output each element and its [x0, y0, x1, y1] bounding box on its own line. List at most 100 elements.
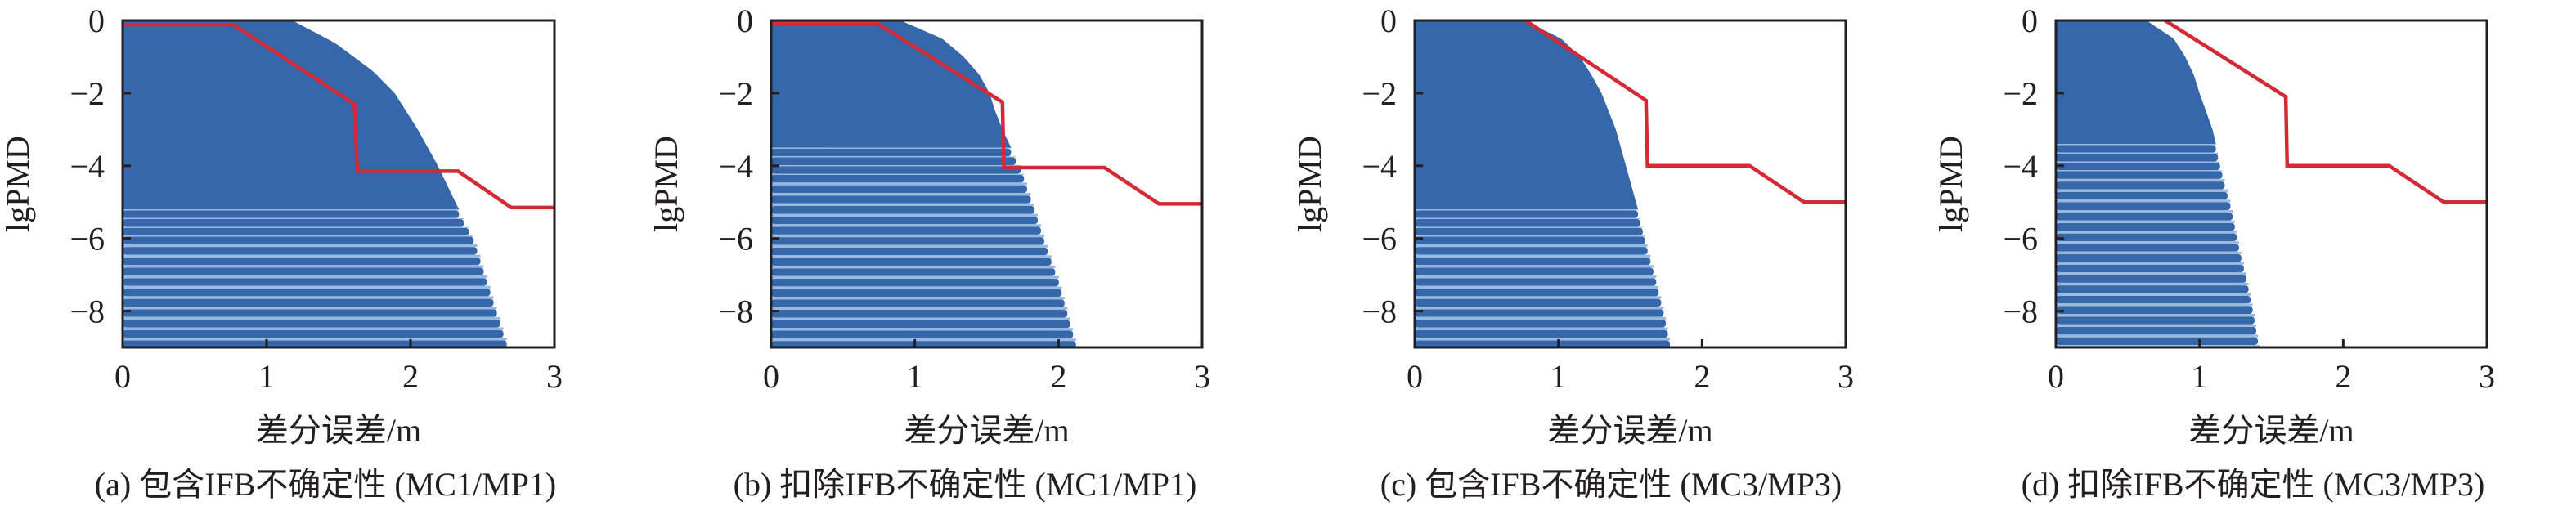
x-tick-label: 2 — [402, 358, 419, 395]
envelope-bar — [771, 206, 1034, 214]
envelope-bar — [123, 247, 478, 255]
envelope-bar-gap — [771, 213, 1038, 217]
envelope-bar-gap — [123, 275, 487, 279]
envelope-bar-gap — [2056, 231, 2237, 234]
envelope-bar — [771, 166, 1021, 174]
envelope-bar — [1415, 340, 1671, 347]
envelope-bar-gap — [1415, 226, 1643, 228]
envelope-bar-gap — [2056, 303, 2253, 307]
envelope-bar — [1415, 351, 1672, 359]
envelope-solid — [123, 20, 460, 210]
y-tick-label: −8 — [718, 293, 753, 330]
envelope-bar — [2056, 233, 2237, 242]
envelope-bar-gap — [2056, 334, 2258, 338]
y-axis-label: lgPMD — [1932, 136, 1969, 232]
envelope-bar — [771, 216, 1038, 225]
envelope-bar — [771, 352, 1079, 360]
envelope-bar — [123, 329, 504, 338]
envelope-bar — [123, 298, 494, 307]
envelope-bar — [771, 278, 1059, 287]
envelope-bar — [2056, 244, 2239, 252]
envelope-bar — [1415, 267, 1654, 275]
envelope-bar-gap — [771, 317, 1070, 320]
envelope-bar-gap — [2056, 152, 2219, 154]
x-tick-label: 0 — [763, 358, 779, 395]
envelope-solid — [2056, 20, 2216, 145]
y-tick-label: −8 — [2003, 293, 2038, 330]
x-tick-label: 0 — [2048, 358, 2064, 395]
envelope-bar-gap — [123, 226, 469, 228]
envelope-bar-gap — [771, 182, 1027, 186]
envelope-bar-gap — [771, 349, 1079, 352]
envelope-bar-gap — [771, 297, 1065, 300]
envelope-bar — [1415, 309, 1664, 317]
envelope-bar — [771, 148, 1012, 157]
x-axis-label: 差分误差/m — [1547, 412, 1712, 449]
x-tick-label: 3 — [1838, 358, 1854, 395]
envelope-bar — [123, 309, 497, 317]
x-tick-label: 1 — [258, 358, 275, 395]
panel-caption: (b) 扣除IFB不确定性 (MC1/MP1) — [734, 466, 1197, 503]
panel-b: 0 −2 −4 −6 −8 0 1 2 3 差分误差/m lgPMD (b) 扣除IFB不确定性 (M… — [648, 2, 1210, 503]
envelope-bar — [2056, 191, 2228, 200]
envelope-bar-gap — [1415, 254, 1651, 258]
envelope-bar — [2056, 171, 2223, 179]
x-tick-label: 2 — [2335, 358, 2351, 395]
envelope-bar — [771, 258, 1052, 266]
envelope-bar-gap — [123, 316, 500, 320]
envelope-bar-gap — [771, 165, 1021, 167]
x-tick-label: 2 — [1050, 358, 1066, 395]
envelope-bar-gap — [1415, 338, 1671, 341]
envelope-bar-gap — [1415, 296, 1662, 299]
envelope-bar — [1415, 227, 1643, 236]
plot-frame — [2054, 19, 2488, 349]
panel-caption: (d) 扣除IFB不确定性 (MC3/MP3) — [2022, 466, 2485, 503]
envelope-bar-gap — [123, 327, 504, 330]
envelope-bar-gap — [2056, 178, 2225, 182]
envelope-bar — [123, 257, 481, 266]
envelope-bar — [771, 320, 1070, 329]
envelope-bar — [1415, 288, 1659, 297]
envelope-bar — [2056, 306, 2253, 314]
envelope-bar-gap — [771, 255, 1052, 258]
envelope-bar-gap — [123, 307, 497, 310]
envelope-bar — [771, 157, 1016, 165]
envelope-bar-gap — [123, 254, 481, 258]
envelope-bar-gap — [2056, 241, 2239, 244]
panel-caption: (a) 包含IFB不确定性 (MC1/MP1) — [95, 466, 556, 503]
envelope-bar — [1415, 210, 1638, 218]
envelope-bar-gap — [2056, 314, 2255, 317]
x-axis-label: 差分误差/m — [256, 412, 421, 449]
envelope-bar-gap — [1415, 307, 1664, 310]
envelope-bar-gap — [771, 244, 1048, 248]
envelope-bar-gap — [1415, 244, 1648, 248]
envelope-bar-gap — [123, 296, 494, 299]
envelope-bar — [2056, 316, 2255, 325]
x-tick-label: 3 — [1194, 358, 1210, 395]
envelope-bar — [771, 310, 1068, 318]
x-tick-label: 2 — [1694, 358, 1710, 395]
envelope-bar — [2056, 202, 2231, 210]
envelope-bar-gap — [771, 275, 1059, 279]
x-tick-label: 1 — [2192, 358, 2208, 395]
envelope-bar-gap — [123, 338, 507, 341]
envelope-bar-gap — [2056, 262, 2244, 265]
y-tick-label: 0 — [737, 2, 753, 39]
y-tick-label: −2 — [718, 75, 753, 112]
envelope-bar-gap — [771, 224, 1041, 227]
envelope-bar — [2056, 222, 2235, 231]
envelope-bar — [771, 341, 1076, 347]
y-axis-label: lgPMD — [0, 136, 36, 232]
envelope-bar — [1415, 329, 1668, 338]
envelope-bar — [123, 219, 464, 227]
envelope-bar-gap — [1415, 265, 1654, 268]
envelope-bar — [2056, 154, 2219, 162]
envelope-bar-gap — [771, 286, 1062, 289]
panel-d: 0 −2 −4 −6 −8 0 1 2 3 差分误差/m lgPMD (d) 扣除IFB不确定性 (M… — [1932, 2, 2495, 503]
envelope-bar — [771, 330, 1074, 338]
y-tick-label: −6 — [1362, 221, 1397, 258]
envelope-bar-gap — [123, 209, 460, 211]
panel-c: 0 −2 −4 −6 −8 0 1 2 3 差分误差/m lgPMD (c) 包含IFB不确定性 (M… — [1291, 2, 1854, 503]
envelope-bar — [771, 226, 1041, 235]
envelope-bar-gap — [2056, 324, 2256, 327]
